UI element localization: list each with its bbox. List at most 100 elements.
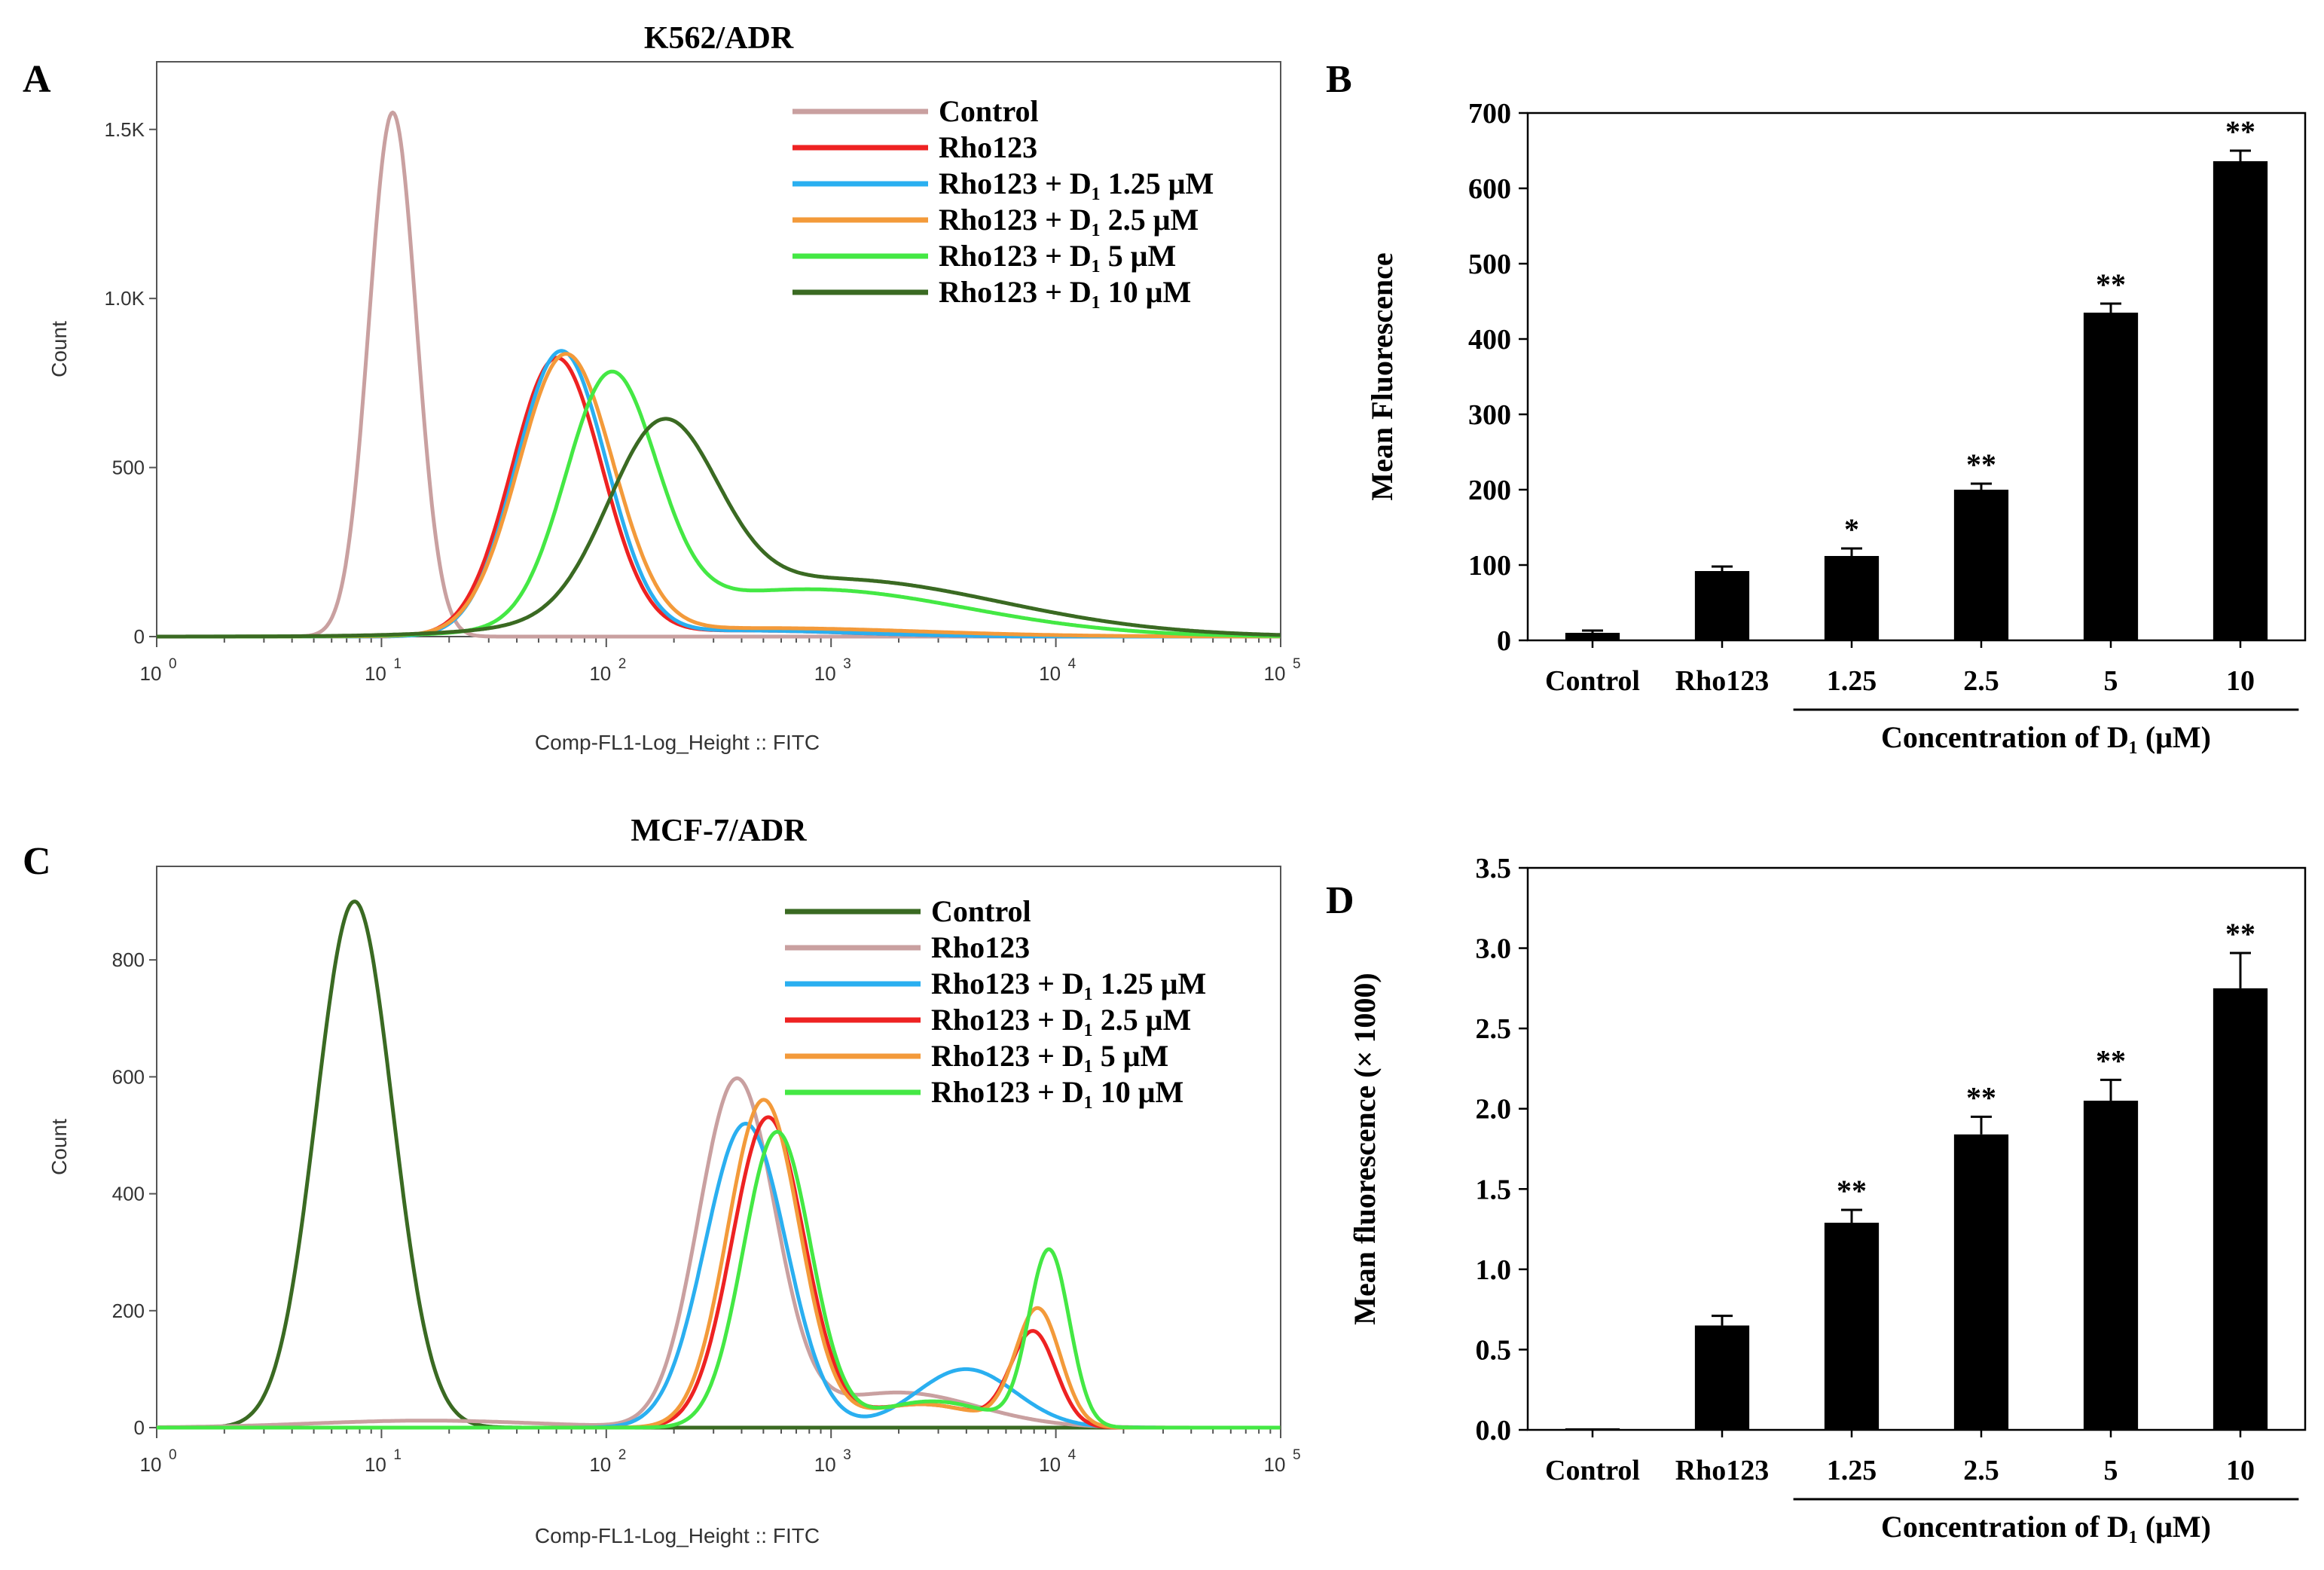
bar [2213,161,2268,640]
significance-mark: * [1844,512,1859,546]
y-tick-label: 500 [112,457,145,479]
panel-letter-d: D [1326,879,1354,922]
x-tick-label: 10 [2226,665,2255,697]
y-tick-label: 1.5K [105,118,145,141]
legend-label: Rho123 + D₁ 2.5 μM [939,203,1199,237]
significance-mark: ** [2225,115,2255,148]
x-tick-label: 10 4 [1039,1447,1076,1476]
bar-panel-b: 0 100 200 300 400 500 600 700 Control Rho123 * 1.25… [1365,98,2307,754]
series-line-5 [156,1129,1281,1430]
bar [1953,1134,2009,1430]
legend-label: Rho123 + D₁ 2.5 μM [931,1003,1191,1037]
x-tick-exponent: 3 [843,1447,851,1463]
y-tick-label: 0 [134,1416,145,1439]
series-line-2 [156,349,1281,639]
y-tick-label: 0.5 [1476,1334,1512,1366]
x-axis-label: Comp-FL1-Log_Height :: FITC [535,731,820,754]
x-tick-label: 5 [2104,1455,2118,1486]
series-line-3 [156,352,1281,639]
legend-label: Rho123 [931,930,1030,964]
y-tick-label: 400 [112,1183,145,1205]
bar [1694,1325,1750,1430]
plot-frame [156,866,1281,1428]
y-tick-label: 200 [112,1300,145,1322]
x-tick-base: 10 [814,1453,836,1476]
x-tick-base: 10 [140,662,162,685]
x-tick-label: 1.25 [1827,1455,1877,1486]
x-tick-base: 10 [1039,662,1061,685]
x-tick-exponent: 4 [1068,1447,1076,1463]
x-tick-label: 5 [2104,665,2118,697]
x-tick-base: 10 [589,662,611,685]
y-tick-label: 3.0 [1476,933,1512,965]
x-tick-exponent: 3 [843,656,851,672]
x-tick-label: 10 3 [814,1447,851,1476]
bar [1565,1428,1620,1430]
x-tick-exponent: 1 [393,656,402,672]
significance-mark: ** [2096,1043,2126,1077]
x-tick-label: 10 3 [814,656,851,685]
x-tick-exponent: 2 [618,1447,627,1463]
bar [1953,490,2009,640]
x-axis-label: Comp-FL1-Log_Height :: FITC [535,1524,820,1547]
y-tick-label: 0 [1497,625,1511,657]
y-tick-label: 400 [1468,324,1511,356]
bar [1694,571,1750,640]
y-tick-label: 0 [134,625,145,648]
bar [2083,313,2139,640]
y-tick-label: 0.0 [1476,1415,1512,1446]
y-tick-label: 500 [1468,249,1511,280]
x-tick-exponent: 1 [393,1447,402,1463]
x-tick-exponent: 5 [1293,656,1301,672]
significance-mark: ** [1966,447,1996,481]
x-tick-label: 1.25 [1827,665,1877,697]
bar-panel-d: 0.0 0.5 1.0 1.5 2.0 2.5 3.0 3.5 Control Rho123 ** 1… [1348,853,2307,1544]
bar [2083,1101,2139,1430]
x-tick-label: 10 0 [140,1447,177,1476]
x-axis-label: Concentration of D₁ (μM) [1881,1510,2211,1544]
significance-mark: ** [2225,917,2255,951]
series-line-5 [156,417,1281,639]
panel-letter-b: B [1326,58,1352,101]
legend-label: Rho123 + D₁ 1.25 μM [931,967,1206,1000]
legend-label: Rho123 + D₁ 10 μM [931,1075,1183,1109]
y-tick-label: 600 [112,1065,145,1088]
panel-letter-c: C [23,840,51,883]
x-tick-label: 10 0 [140,656,177,685]
legend-label: Rho123 + D₁ 5 μM [931,1039,1168,1073]
bar [2213,988,2268,1430]
x-tick-base: 10 [589,1453,611,1476]
y-axis-label: Mean fluorescence (× 1000) [1348,973,1382,1324]
x-tick-exponent: 0 [169,656,177,672]
chart-title: MCF-7/ADR [631,814,807,848]
histogram-panel-c: MCF-7/ADR 0 200 400 600 800 10 0 10 1 10 2 10 3 10 4 10 5… [47,814,1301,1547]
x-tick-label: 10 5 [1264,656,1301,685]
y-tick-label: 3.5 [1476,853,1512,884]
x-tick-label: Rho123 [1675,1455,1770,1486]
legend-label: Control [931,894,1031,928]
legend-label: Rho123 + D₁ 10 μM [939,275,1191,309]
x-tick-base: 10 [814,662,836,685]
y-tick-label: 1.5 [1476,1174,1512,1205]
series-line-1 [156,1076,1281,1430]
x-tick-label: 2.5 [1963,1455,1999,1486]
legend-label: Control [939,94,1039,128]
x-tick-base: 10 [1264,662,1286,685]
bar [1565,633,1620,640]
y-tick-label: 700 [1468,98,1511,130]
x-tick-label: 10 1 [365,1447,402,1476]
x-tick-label: Rho123 [1675,665,1770,697]
y-tick-label: 1.0K [105,287,145,310]
plot-frame [1526,111,2307,642]
x-tick-exponent: 4 [1068,656,1076,672]
x-tick-label: Control [1545,665,1640,697]
x-tick-label: 10 2 [589,1447,626,1476]
x-tick-label: 10 1 [365,656,402,685]
series-line-4 [156,1098,1281,1430]
x-tick-base: 10 [140,1453,162,1476]
x-tick-label: Control [1545,1455,1640,1486]
x-tick-exponent: 5 [1293,1447,1301,1463]
plot-frame [1526,866,2307,1431]
